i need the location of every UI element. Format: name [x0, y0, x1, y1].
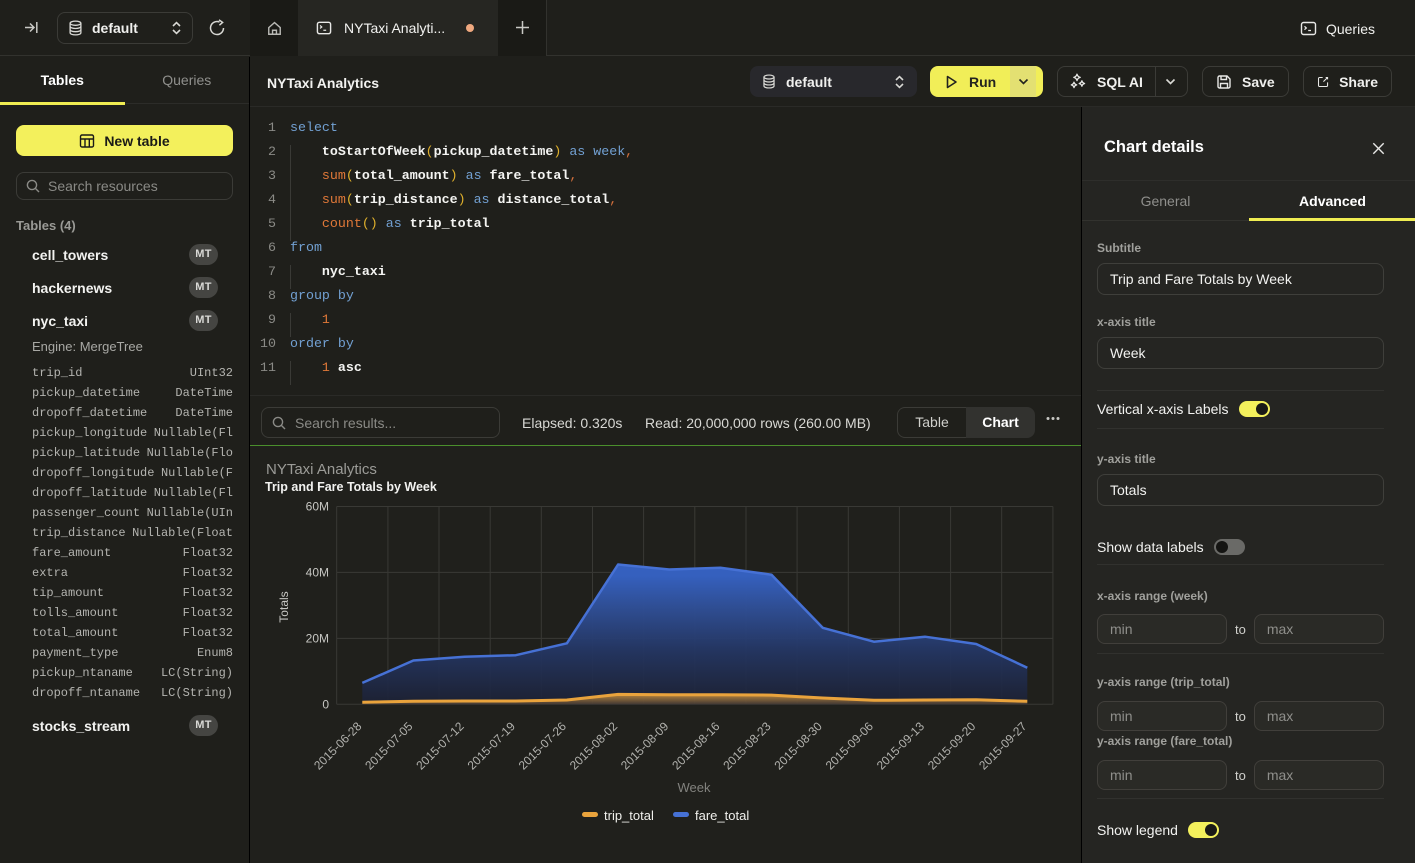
svg-text:trip_total: trip_total — [604, 808, 654, 823]
svg-text:Totals: Totals — [277, 591, 291, 622]
svg-text:20M: 20M — [306, 631, 329, 645]
svg-text:2015-07-19: 2015-07-19 — [465, 719, 519, 773]
svg-text:40M: 40M — [306, 565, 329, 579]
svg-text:2015-08-23: 2015-08-23 — [720, 719, 774, 773]
svg-text:2015-07-05: 2015-07-05 — [362, 719, 416, 773]
svg-text:2015-09-13: 2015-09-13 — [874, 719, 928, 773]
svg-text:NYTaxi Analytics: NYTaxi Analytics — [266, 461, 377, 478]
svg-text:Week: Week — [678, 780, 711, 795]
svg-text:2015-07-26: 2015-07-26 — [516, 719, 570, 773]
svg-text:2015-08-02: 2015-08-02 — [567, 719, 621, 773]
svg-text:Trip and Fare Totals by Week: Trip and Fare Totals by Week — [265, 480, 437, 494]
svg-text:60M: 60M — [306, 500, 329, 514]
svg-text:0: 0 — [322, 697, 329, 711]
svg-text:2015-08-16: 2015-08-16 — [669, 719, 723, 773]
svg-text:fare_total: fare_total — [695, 808, 749, 823]
svg-text:2015-08-30: 2015-08-30 — [772, 719, 826, 773]
svg-text:2015-09-20: 2015-09-20 — [925, 719, 979, 773]
svg-text:2015-07-12: 2015-07-12 — [413, 719, 467, 773]
svg-text:2015-06-28: 2015-06-28 — [311, 719, 365, 773]
svg-text:2015-09-27: 2015-09-27 — [976, 719, 1030, 773]
svg-text:2015-09-06: 2015-09-06 — [823, 719, 877, 773]
svg-text:2015-08-09: 2015-08-09 — [618, 719, 672, 773]
